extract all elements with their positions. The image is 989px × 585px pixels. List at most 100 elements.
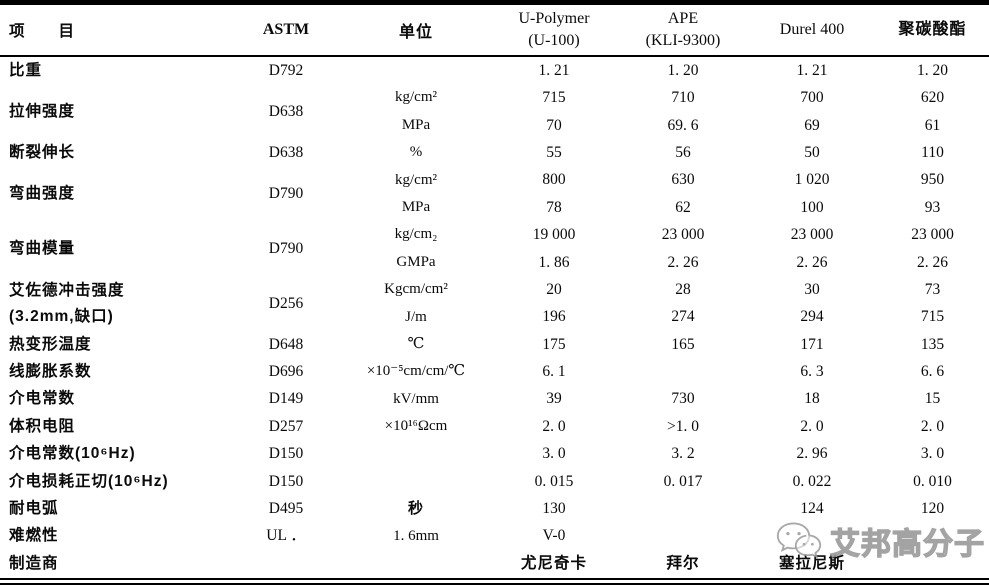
value-cell: 6. 1 [542, 363, 566, 381]
value-cell [748, 523, 876, 550]
table-row: 弯曲模量 D790 kg/cm₂ 19 000 23 000 23 000 23 000 [0, 221, 989, 257]
unit-cell: GMPa [396, 253, 436, 270]
value-cell: 130 [542, 500, 566, 518]
astm-code: D149 [268, 390, 304, 408]
value-cell: 1. 21 [796, 61, 828, 79]
value-cell: 700 [800, 89, 824, 107]
table-row: 比重 D792 1. 21 1. 20 1. 21 1. 20 [0, 56, 989, 84]
value-cell: 30 [804, 280, 820, 298]
unit-cell: kV/mm [393, 390, 439, 407]
value-cell [876, 523, 989, 550]
table-row: 制造商 尤尼奇卡 拜尔 塞拉尼斯 [0, 550, 989, 577]
value-cell [618, 495, 748, 522]
value-cell: 28 [675, 280, 691, 298]
value-cell: 1. 86 [538, 253, 570, 271]
value-cell: 2. 0 [920, 417, 945, 435]
table-row: 体积电阻 D257 ×10¹⁶Ωcm 2. 0 >1. 0 2. 0 2. 0 [0, 413, 989, 440]
value-cell: 274 [671, 308, 695, 326]
value-cell: 2. 0 [542, 417, 566, 435]
value-cell: 100 [800, 198, 824, 216]
col-header-material-durel: Durel 400 [748, 5, 876, 57]
value-cell: 3. 2 [671, 445, 695, 463]
material-name: 聚碳酸酯 [898, 21, 967, 38]
material-grade: (KLI-9300) [645, 32, 721, 49]
value-cell: 20 [546, 280, 562, 298]
material-grade: (U-100) [528, 32, 580, 49]
unit-cell: 1. 6mm [393, 527, 439, 544]
value-cell: 950 [920, 171, 945, 189]
astm-code: D150 [268, 472, 304, 490]
value-cell: 175 [542, 335, 566, 353]
value-cell: 715 [920, 308, 945, 326]
item-label: 介电损耗正切(10⁶Hz) [9, 472, 169, 490]
value-cell: 3. 0 [920, 445, 945, 463]
unit-cell: ℃ [407, 335, 425, 352]
value-cell: 1. 21 [538, 61, 570, 79]
value-cell: 294 [800, 308, 824, 326]
value-cell: 56 [675, 143, 691, 161]
value-cell: 50 [804, 143, 820, 161]
value-cell: V-0 [542, 527, 566, 545]
value-cell: 730 [671, 390, 695, 408]
col-header-material-upolymer: U-Polymer (U-100) [490, 5, 618, 57]
table-row: MPa 70 69. 6 69 61 [0, 112, 989, 139]
value-cell: 0. 015 [534, 472, 574, 490]
value-cell: 39 [546, 390, 562, 408]
item-label: 线膨胀系数 [9, 363, 92, 381]
material-name: APE [667, 10, 699, 27]
value-cell: 0. 010 [913, 472, 952, 490]
table-row: 拉伸强度 D638 kg/cm² 715 710 700 620 [0, 84, 989, 120]
value-cell: 2. 26 [667, 253, 699, 271]
unit-cell [342, 550, 490, 577]
table-row: 介电损耗正切(10⁶Hz) D150 0. 015 0. 017 0. 022 0. 01… [0, 468, 989, 495]
table-row: GMPa 1. 86 2. 26 2. 26 2. 26 [0, 249, 989, 276]
astm-code: D792 [268, 61, 304, 79]
polymer-properties-table: 项 目 ASTM 单位 U-Polymer (U-100) APE (KLI-9… [0, 5, 989, 577]
value-cell: 塞拉尼斯 [778, 554, 845, 572]
value-cell: 2. 26 [917, 253, 948, 271]
value-cell [618, 358, 748, 385]
value-cell: 165 [671, 335, 695, 353]
unit-cell: ×10¹⁶Ωcm [384, 418, 448, 435]
value-cell: 196 [542, 308, 566, 326]
table-row: 热变形温度 D648 ℃ 175 165 171 135 [0, 331, 989, 358]
value-cell: 19 000 [532, 226, 576, 244]
item-label: 介电常数 [9, 390, 76, 408]
table-row: 断裂伸长 D638% 55 56 50 110 [0, 139, 989, 166]
value-cell: 715 [542, 89, 566, 107]
unit-cell: % [409, 144, 423, 161]
item-label: 弯曲强度 [9, 185, 76, 203]
value-cell: 69. 6 [667, 116, 699, 134]
value-cell: 3. 0 [542, 445, 566, 463]
value-cell: 6. 6 [920, 363, 945, 381]
item-label: 艾佐德冲击强度 (3.2mm,缺口) [0, 276, 230, 331]
table-row: 介电常数(10⁶Hz) D150 3. 0 3. 2 2. 96 3. 0 [0, 440, 989, 467]
value-cell: 69 [804, 116, 820, 134]
value-cell: 78 [546, 198, 562, 216]
unit-cell: MPa [401, 199, 431, 216]
item-label: 介电常数(10⁶Hz) [9, 445, 136, 463]
unit-cell: Kgcm/cm² [384, 281, 448, 298]
value-cell: 93 [924, 198, 941, 216]
value-cell: 2. 0 [800, 417, 824, 435]
astm-code: D790 [268, 185, 304, 203]
header-row: 项 目 ASTM 单位 U-Polymer (U-100) APE (KLI-9… [0, 5, 989, 57]
value-cell: 1 020 [794, 171, 830, 189]
value-cell: 2. 26 [796, 253, 828, 271]
astm-code: D638 [268, 143, 304, 161]
value-cell: 120 [920, 500, 945, 518]
astm-code: D790 [268, 239, 304, 257]
value-cell: 拜尔 [666, 554, 700, 572]
table-row: MPa 78 62 100 93 [0, 194, 989, 221]
value-cell: 710 [671, 89, 695, 107]
item-label: 拉伸强度 [9, 102, 76, 120]
item-label: 制造商 [9, 554, 59, 572]
value-cell: 6. 3 [800, 363, 824, 381]
value-cell: 23 000 [790, 226, 834, 244]
astm-code [230, 550, 342, 577]
astm-code: D150 [268, 445, 304, 463]
table-row: 弯曲强度 D790 kg/cm² 800 630 1 020 950 [0, 167, 989, 202]
value-cell [618, 523, 748, 550]
item-label-line2: (3.2mm,缺口) [9, 307, 114, 325]
value-cell: 23 000 [911, 226, 954, 244]
